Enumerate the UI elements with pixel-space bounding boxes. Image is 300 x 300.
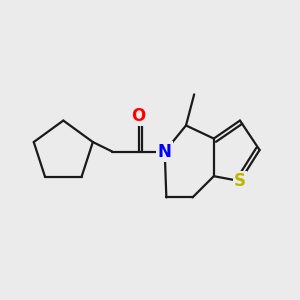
Text: O: O [131, 106, 146, 124]
Text: S: S [234, 172, 246, 190]
Text: N: N [158, 142, 172, 160]
